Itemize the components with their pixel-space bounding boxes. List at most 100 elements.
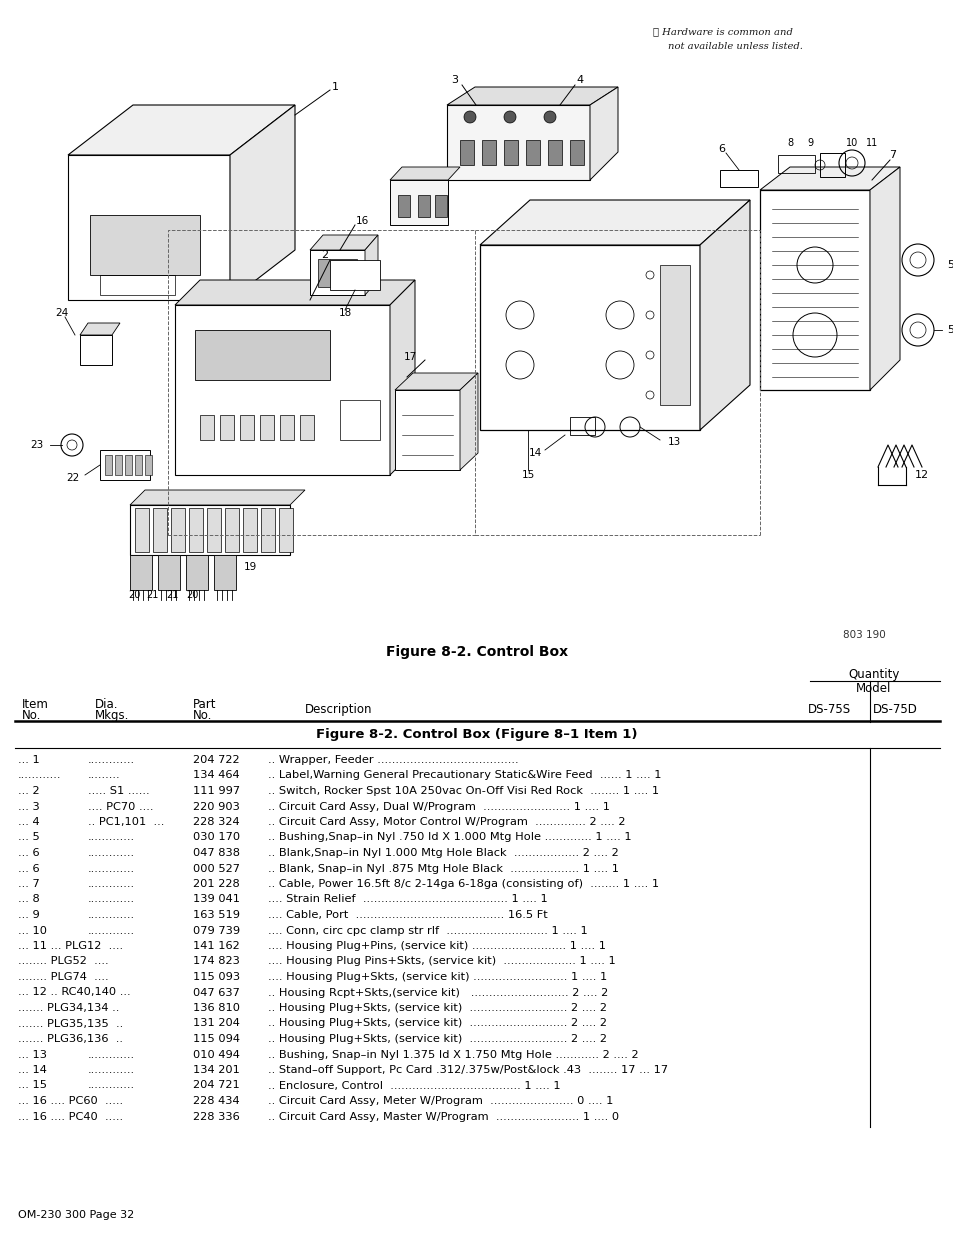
Text: Part: Part — [193, 698, 216, 711]
Text: ... 6: ... 6 — [18, 848, 40, 858]
Text: 000 527: 000 527 — [193, 863, 240, 873]
Text: ....... PLG34,134 ..: ....... PLG34,134 .. — [18, 1003, 119, 1013]
Polygon shape — [481, 140, 496, 165]
Text: .............: ............. — [88, 863, 135, 873]
Text: ... 4: ... 4 — [18, 818, 40, 827]
Text: .. Circuit Card Assy, Master W/Program  ....................... 1 .... 0: .. Circuit Card Assy, Master W/Program .… — [268, 1112, 618, 1121]
Polygon shape — [447, 86, 618, 105]
Text: .............: ............. — [88, 755, 135, 764]
Polygon shape — [395, 390, 459, 471]
Text: 010 494: 010 494 — [193, 1050, 239, 1060]
Polygon shape — [569, 140, 583, 165]
Text: Quantity: Quantity — [847, 668, 899, 680]
Text: 131 204: 131 204 — [193, 1019, 239, 1029]
Polygon shape — [390, 167, 459, 180]
Polygon shape — [145, 454, 152, 475]
Polygon shape — [194, 330, 330, 380]
Circle shape — [543, 111, 556, 124]
Text: No.: No. — [22, 709, 41, 722]
Text: ..... S1 ......: ..... S1 ...... — [88, 785, 150, 797]
Text: .... Housing Plug+Skts, (service kit) .......................... 1 .... 1: .... Housing Plug+Skts, (service kit) ..… — [268, 972, 607, 982]
Text: ... 16 .... PC60  .....: ... 16 .... PC60 ..... — [18, 1095, 123, 1107]
Text: Figure 8-2. Control Box: Figure 8-2. Control Box — [386, 645, 567, 659]
Polygon shape — [435, 195, 447, 217]
Text: Figure 8-2. Control Box (Figure 8–1 Item 1): Figure 8-2. Control Box (Figure 8–1 Item… — [315, 727, 638, 741]
Text: 23: 23 — [30, 440, 44, 450]
Polygon shape — [447, 105, 589, 180]
Text: ............: ............ — [18, 771, 61, 781]
Text: ........ PLG74  ....: ........ PLG74 .... — [18, 972, 109, 982]
Text: 19: 19 — [243, 562, 256, 572]
Polygon shape — [459, 140, 474, 165]
Text: .............: ............. — [88, 879, 135, 889]
Text: 204 721: 204 721 — [193, 1081, 239, 1091]
Polygon shape — [547, 140, 561, 165]
Text: .. Circuit Card Assy, Dual W/Program  ........................ 1 .... 1: .. Circuit Card Assy, Dual W/Program ...… — [268, 802, 609, 811]
Text: 139 041: 139 041 — [193, 894, 240, 904]
Text: 18: 18 — [338, 308, 352, 317]
Polygon shape — [135, 508, 149, 552]
Text: ....... PLG35,135  ..: ....... PLG35,135 .. — [18, 1019, 123, 1029]
Text: ... 1: ... 1 — [18, 755, 40, 764]
Text: 115 093: 115 093 — [193, 972, 240, 982]
Text: .. Bushing,Snap–in Nyl .750 Id X 1.000 Mtg Hole ............. 1 .... 1: .. Bushing,Snap–in Nyl .750 Id X 1.000 M… — [268, 832, 631, 842]
Text: 134 201: 134 201 — [193, 1065, 239, 1074]
Polygon shape — [479, 245, 700, 430]
Text: Description: Description — [305, 703, 372, 716]
Text: 204 722: 204 722 — [193, 755, 239, 764]
Text: 047 637: 047 637 — [193, 988, 239, 998]
Polygon shape — [189, 508, 203, 552]
Circle shape — [503, 111, 516, 124]
Polygon shape — [125, 454, 132, 475]
Text: .. Blank,Snap–in Nyl 1.000 Mtg Hole Black  .................. 2 .... 2: .. Blank,Snap–in Nyl 1.000 Mtg Hole Blac… — [268, 848, 618, 858]
Text: 079 739: 079 739 — [193, 925, 240, 935]
Polygon shape — [317, 259, 356, 287]
Text: .. Housing Plug+Skts, (service kit)  ........................... 2 .... 2: .. Housing Plug+Skts, (service kit) ....… — [268, 1019, 606, 1029]
Text: .. Label,Warning General Precautionary Static&Wire Feed  ...... 1 .... 1: .. Label,Warning General Precautionary S… — [268, 771, 660, 781]
Polygon shape — [225, 508, 239, 552]
Polygon shape — [174, 280, 415, 305]
Text: ... 9: ... 9 — [18, 910, 40, 920]
Text: 220 903: 220 903 — [193, 802, 239, 811]
Polygon shape — [135, 454, 142, 475]
Text: ... 12 .. RC40,140 ...: ... 12 .. RC40,140 ... — [18, 988, 131, 998]
Polygon shape — [90, 215, 200, 275]
Text: 047 838: 047 838 — [193, 848, 240, 858]
Text: 13: 13 — [667, 437, 680, 447]
Polygon shape — [760, 190, 869, 390]
Text: 8: 8 — [786, 138, 792, 148]
Text: ... 10: ... 10 — [18, 925, 47, 935]
Text: ........ PLG52  ....: ........ PLG52 .... — [18, 956, 109, 967]
Text: .... Cable, Port  ......................................... 16.5 Ft: .... Cable, Port .......................… — [268, 910, 547, 920]
Text: .. Circuit Card Assy, Meter W/Program  ....................... 0 .... 1: .. Circuit Card Assy, Meter W/Program ..… — [268, 1095, 613, 1107]
Text: ... 2: ... 2 — [18, 785, 40, 797]
Polygon shape — [207, 508, 221, 552]
Text: 22: 22 — [67, 473, 80, 483]
Text: 21: 21 — [166, 590, 178, 600]
Polygon shape — [459, 373, 477, 471]
Text: .. Bushing, Snap–in Nyl 1.375 Id X 1.750 Mtg Hole ............ 2 .... 2: .. Bushing, Snap–in Nyl 1.375 Id X 1.750… — [268, 1050, 638, 1060]
Text: 6: 6 — [718, 144, 724, 154]
Text: 17: 17 — [403, 352, 416, 362]
Polygon shape — [68, 156, 230, 300]
Text: .............: ............. — [88, 848, 135, 858]
Text: DS-75D: DS-75D — [872, 703, 917, 716]
Text: 16: 16 — [355, 216, 368, 226]
Text: 20: 20 — [186, 590, 198, 600]
Text: .............: ............. — [88, 832, 135, 842]
Polygon shape — [100, 450, 150, 480]
Text: .... Strain Relief  ........................................ 1 .... 1: .... Strain Relief .....................… — [268, 894, 547, 904]
Text: 803 190: 803 190 — [842, 630, 884, 640]
Text: 5: 5 — [946, 261, 953, 270]
Polygon shape — [417, 195, 430, 217]
Text: 174 823: 174 823 — [193, 956, 239, 967]
Polygon shape — [760, 167, 899, 190]
Text: 141 162: 141 162 — [193, 941, 239, 951]
Text: not available unless listed.: not available unless listed. — [667, 42, 802, 51]
Polygon shape — [243, 508, 256, 552]
Text: .............: ............. — [88, 1065, 135, 1074]
Text: 201 228: 201 228 — [193, 879, 239, 889]
Text: 2: 2 — [321, 249, 328, 261]
Polygon shape — [479, 200, 749, 245]
Polygon shape — [390, 180, 448, 225]
